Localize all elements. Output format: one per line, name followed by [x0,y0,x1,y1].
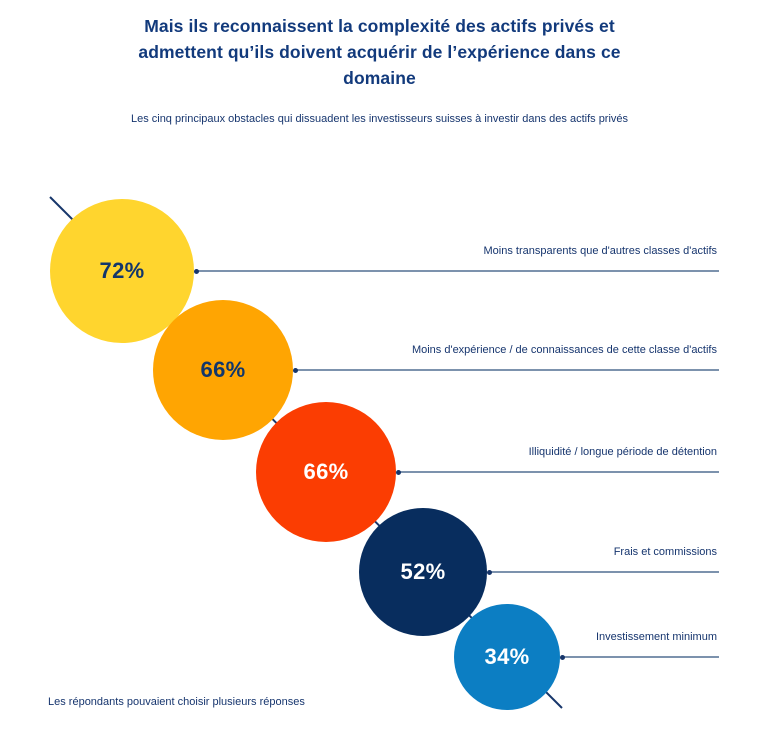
page-title: Mais ils reconnaissent la complexité des… [0,13,759,91]
chart-footnote: Les répondants pouvaient choisir plusieu… [48,696,305,708]
connector-line [295,369,719,371]
bubble-value: 34% [484,644,530,669]
connector-dot [559,654,565,660]
bubble-label: Moins d'expérience / de connaissances de… [411,344,717,356]
bubble-value: 72% [99,258,145,283]
bubble-label: Investissement minimum [595,631,717,643]
bubble: 52% [359,508,487,636]
chart-subtitle: Les cinq principaux obstacles qui dissua… [130,113,629,125]
bubble-value: 66% [303,459,349,484]
bubble-label: Moins transparents que d'autres classes … [483,245,717,257]
connector-dot [193,268,199,274]
connector-line [398,471,719,473]
connector-dot [292,367,298,373]
bubble: 72% [50,199,194,343]
connector-line [489,571,719,573]
connector-line [562,656,719,658]
bubble-value: 66% [200,357,246,382]
chart-header: Mais ils reconnaissent la complexité des… [0,0,759,126]
connector-line [196,270,719,272]
bubble-value: 52% [400,559,446,584]
bubble-label: Frais et commissions [613,546,717,558]
connector-dot [395,469,401,475]
connector-dot [486,569,492,575]
bubble: 66% [153,300,293,440]
title-line-3: domaine [343,68,416,88]
title-line-1: Mais ils reconnaissent la complexité des… [144,16,615,36]
bubble: 66% [256,402,396,542]
bubble-label: Illiquidité / longue période de détentio… [528,446,717,458]
bubble: 34% [454,604,560,710]
title-line-2: admettent qu’ils doivent acquérir de l’e… [138,42,621,62]
